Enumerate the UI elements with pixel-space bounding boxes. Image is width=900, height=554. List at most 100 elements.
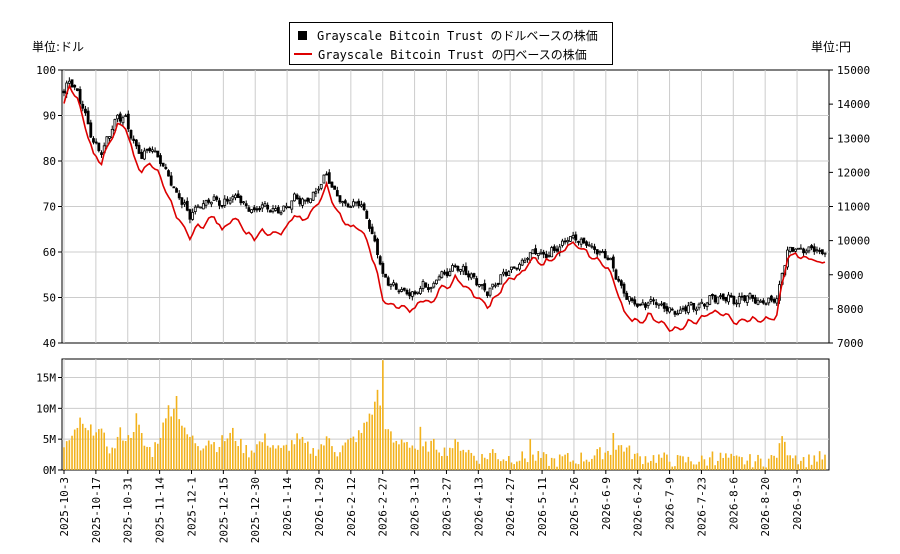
volume-bar — [679, 455, 682, 470]
candle-body — [338, 195, 342, 203]
jpy-price-line — [63, 83, 826, 333]
volume-bar — [703, 459, 706, 470]
volume-bar — [108, 453, 111, 470]
candle-body — [534, 248, 538, 255]
legend-jpy-label: Grayscale Bitcoin Trust の円ベースの株価 — [318, 47, 587, 62]
candle-body — [756, 299, 760, 305]
candle-body — [100, 152, 103, 155]
volume-bar — [470, 452, 473, 470]
volume-axis-tick-label: 0M — [43, 464, 57, 477]
volume-bar — [633, 453, 636, 470]
volume-bar — [95, 432, 97, 470]
candle-body — [641, 302, 645, 306]
volume-bar — [336, 456, 339, 470]
volume-bar — [218, 446, 221, 470]
candle-body — [333, 185, 337, 190]
candle-body — [794, 248, 797, 252]
volume-bar — [663, 452, 666, 470]
volume-bar — [245, 445, 248, 470]
volume-bar — [585, 459, 588, 470]
volume-bar — [298, 439, 301, 470]
candle-body — [86, 110, 90, 125]
candle-body — [585, 241, 588, 246]
candle-body — [84, 108, 87, 114]
candle-body — [681, 307, 685, 310]
candle-body — [644, 303, 647, 308]
volume-bar — [419, 426, 422, 470]
candle-body — [494, 284, 497, 287]
volume-bar — [481, 454, 483, 470]
candle-body — [467, 273, 471, 278]
candle-body — [435, 279, 438, 285]
volume-bar — [73, 429, 76, 470]
right-axis-tick-label: 11000 — [837, 201, 870, 214]
candle-body — [290, 200, 294, 210]
left-axis-tick-label: 60 — [43, 246, 56, 259]
candle-body — [461, 265, 465, 272]
candle-body — [697, 303, 701, 309]
candle-body — [116, 114, 119, 120]
volume-bar — [258, 441, 261, 470]
candle-body — [258, 207, 262, 211]
volume-bar — [146, 446, 148, 470]
volume-bar — [266, 445, 269, 470]
x-axis-tick-label: 2026-5-11 — [536, 477, 549, 537]
volume-bar — [462, 449, 465, 470]
candle-body — [177, 193, 181, 199]
volume-bar — [457, 441, 459, 470]
volume-bar — [264, 433, 266, 470]
candle-body — [376, 238, 379, 255]
volume-bar — [641, 464, 644, 470]
candle-body — [164, 166, 168, 170]
volume-axis-tick-label: 5M — [43, 433, 57, 446]
candle-body — [703, 303, 706, 307]
candle-body — [183, 202, 186, 205]
candle-body — [684, 306, 688, 312]
volume-bar — [438, 452, 440, 470]
volume-bar — [449, 447, 451, 470]
volume-bar — [406, 441, 408, 470]
left-axis-tick-label: 50 — [43, 292, 56, 305]
volume-bar — [778, 443, 781, 470]
candle-body — [242, 201, 245, 204]
right-axis-tick-label: 10000 — [837, 235, 870, 248]
candle-body — [603, 251, 607, 259]
volume-bar — [682, 456, 684, 470]
candle-body — [73, 84, 77, 88]
volume-bar — [352, 436, 355, 470]
candle-body — [686, 305, 690, 313]
volume-bar — [577, 464, 580, 470]
volume-bar — [816, 461, 818, 470]
candle-body — [595, 249, 599, 255]
candle-body — [812, 246, 816, 252]
volume-bar — [508, 456, 510, 470]
candle-body — [268, 210, 272, 213]
candle-body — [311, 191, 315, 201]
left-axis-unit-label: 単位:ドル — [32, 40, 85, 54]
volume-bar — [127, 435, 130, 470]
candle-body — [550, 247, 554, 258]
candle-body — [306, 197, 310, 202]
candle-body — [373, 235, 377, 242]
candle-body — [646, 302, 650, 306]
volume-bar — [111, 447, 114, 470]
candle-body — [515, 267, 519, 270]
candle-body — [810, 245, 814, 249]
volume-bar — [805, 467, 808, 470]
volume-bar — [786, 455, 789, 470]
candle-body — [134, 139, 138, 147]
candle-body — [767, 297, 771, 304]
candle-body — [547, 255, 551, 257]
candle-body — [140, 151, 144, 159]
candle-body — [169, 175, 173, 186]
candle-body — [611, 256, 615, 269]
volume-bar — [181, 425, 183, 470]
volume-bar — [360, 432, 363, 470]
candle-body — [622, 283, 626, 294]
candle-body — [124, 115, 128, 118]
volume-bar — [580, 452, 582, 470]
candle-body — [416, 291, 420, 294]
volume-bar — [601, 459, 604, 470]
x-axis-tick-label: 2026-6-9 — [600, 477, 613, 530]
volume-bar — [403, 442, 406, 470]
